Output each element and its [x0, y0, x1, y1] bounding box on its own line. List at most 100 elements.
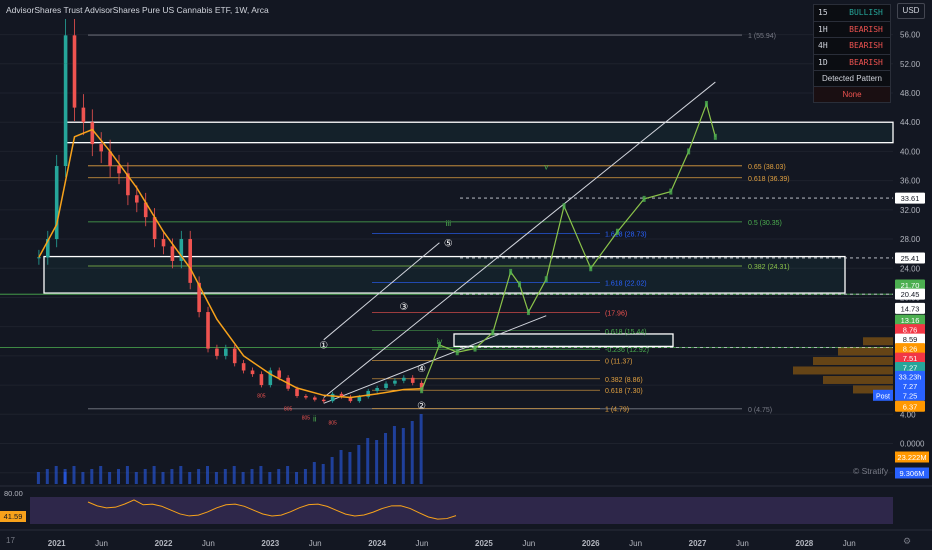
price-tick-label: 28.00 [900, 235, 921, 244]
candle-body [37, 257, 41, 259]
fib-label: 0.65 (38.03) [748, 164, 786, 171]
volume-bar [161, 472, 165, 484]
volume-bar [72, 466, 76, 484]
volume-bar [250, 469, 254, 484]
volume-bar [241, 472, 245, 484]
candle-body [54, 166, 59, 240]
price-tick-label: 32.00 [900, 206, 921, 215]
rsi-value-badge [0, 511, 26, 522]
candle-body [126, 173, 130, 196]
moving-average-line [38, 128, 422, 399]
gear-icon[interactable]: ⚙ [903, 536, 912, 546]
candle-body [46, 239, 50, 258]
post-badge [873, 389, 893, 401]
candle-body [295, 388, 299, 397]
volume-bar [188, 472, 192, 484]
projection-candle [687, 148, 691, 155]
time-tick-label: 2023 [261, 539, 279, 548]
pattern-mark: 805 [302, 415, 311, 421]
projection-candle [420, 387, 424, 394]
candle-body [277, 370, 282, 378]
candle-body [152, 217, 157, 240]
volume-bar [45, 469, 49, 484]
candle-body [108, 151, 112, 167]
price-badge [895, 352, 925, 364]
price-badge-label: 7.51 [903, 354, 918, 363]
projection-candle [642, 195, 646, 202]
pattern-mark: 805 [284, 407, 293, 413]
watermark: © Stratify [853, 466, 889, 476]
time-tick-label: 2028 [795, 539, 813, 548]
price-badge-label: 20.45 [901, 290, 920, 299]
rsi-line [87, 499, 457, 520]
volume-bar [214, 472, 218, 484]
rsi-value-label: 41.59 [4, 512, 23, 521]
price-tick-label: 44.00 [900, 118, 921, 127]
price-badge-label: 7.27 [903, 382, 918, 391]
candle-body [348, 396, 353, 402]
volume-bar [99, 466, 103, 484]
detected-pattern-value: None [814, 87, 890, 102]
volume-bar [303, 469, 307, 484]
volume-bar [179, 466, 183, 484]
pattern-mark: 805 [257, 393, 266, 399]
volume-bar [125, 466, 129, 484]
price-badge-label: 6.37 [903, 402, 918, 411]
time-tick-label: Jun [309, 539, 322, 548]
volume-bar [384, 433, 388, 484]
wave-label: ii [313, 415, 317, 424]
volume-bar [357, 445, 361, 484]
candle-body [321, 399, 326, 402]
volume-badge-label: 9.306M [899, 469, 924, 478]
price-tick-label: 24.00 [900, 264, 921, 273]
candle-body [402, 377, 406, 381]
candle-body [241, 363, 246, 371]
candle-body [304, 396, 308, 398]
fib-lower-label: (17.96) [605, 310, 627, 317]
price-badge [895, 192, 925, 204]
fib-label: 0.382 (24.31) [748, 264, 790, 271]
channel-lower [323, 242, 440, 341]
price-badge [895, 252, 925, 264]
volume-bar [419, 414, 423, 484]
ext-label: 1.618 (28.73) [605, 232, 647, 239]
candle-body [250, 370, 255, 375]
volume-badge [895, 467, 929, 479]
volume-bar [339, 450, 343, 484]
tradingview-logo[interactable]: 17 [6, 536, 15, 545]
fib-lower-label: 0 (11.37) [605, 358, 633, 365]
projection-candle [526, 309, 530, 316]
price-badge [895, 380, 925, 392]
price-badge [895, 343, 925, 355]
wave-label: ③ [399, 302, 408, 313]
price-badge [895, 314, 925, 326]
price-badge [895, 324, 925, 336]
price-badge [895, 362, 925, 374]
volume-profile-bar [853, 385, 893, 394]
volume-bar [348, 452, 352, 484]
price-tick-label: 48.00 [900, 89, 921, 98]
volume-bar [81, 472, 85, 484]
fib-label: 0.618 (36.39) [748, 176, 790, 183]
time-tick-label: 2027 [689, 539, 707, 548]
price-badge-label: 33.61 [901, 194, 920, 203]
time-tick-label: 2025 [475, 539, 493, 548]
volume-bar [321, 464, 325, 484]
volume-bar [286, 466, 290, 484]
signal-row-1h: 1H BEARISH [814, 22, 890, 38]
projection-candle [518, 281, 522, 288]
projection-candle [473, 345, 477, 352]
fib-lower-label: 0.382 (8.86) [605, 377, 643, 384]
price-tick-label: 52.00 [900, 60, 921, 69]
volume-badge [895, 451, 929, 463]
signal-row-4h: 4H BEARISH [814, 38, 890, 55]
currency-button[interactable]: USD [897, 3, 925, 19]
signal-state: BULLISH [849, 8, 883, 18]
detected-pattern-label: Detected Pattern [814, 71, 890, 87]
volume-bar [268, 472, 272, 484]
candle-body [339, 393, 344, 397]
projection-candle [615, 228, 619, 235]
candle-body [63, 63, 68, 167]
projection-candle [713, 133, 717, 140]
